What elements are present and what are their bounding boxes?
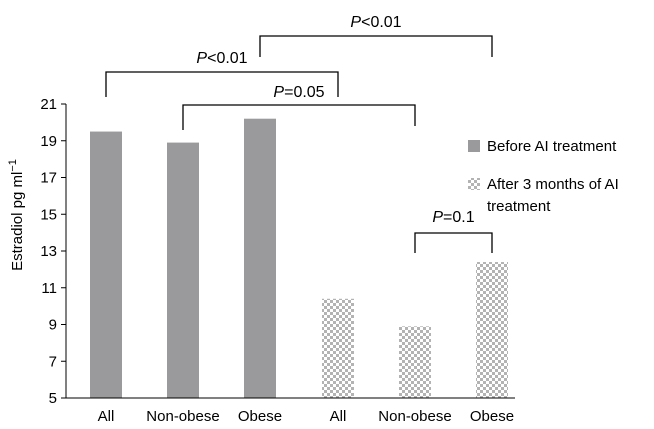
p-value-label: P=0.05 <box>273 84 324 101</box>
x-tick-label: Obese <box>238 408 282 425</box>
legend-label-before: Before AI treatment <box>487 138 617 155</box>
y-tick-label: 15 <box>40 206 57 223</box>
bar <box>322 298 354 398</box>
legend-swatch-before <box>468 140 480 152</box>
legend-swatch-after <box>468 178 480 190</box>
x-tick-label: Non-obese <box>146 408 219 425</box>
significance-bracket <box>105 71 339 97</box>
significance-bracket <box>414 232 493 253</box>
bar <box>244 118 276 398</box>
x-tick-label: Obese <box>470 408 514 425</box>
y-tick-label: 9 <box>49 317 57 334</box>
significance-bracket <box>182 104 416 130</box>
x-tick-label: All <box>98 408 115 425</box>
p-value-label: P=0.1 <box>432 209 474 226</box>
y-tick-label: 13 <box>40 243 57 260</box>
x-axis-ticks: All Non-obese Obese All Non-obese Obese <box>98 408 514 425</box>
y-tick-label: 5 <box>49 390 57 407</box>
significance-brackets: P<0.01 P<0.01 P=0.05 P=0.1 <box>105 14 493 253</box>
bar <box>90 131 122 398</box>
bar <box>476 262 508 398</box>
x-tick-label: Non-obese <box>378 408 451 425</box>
x-tick-label: All <box>330 408 347 425</box>
legend-label-after-line2: treatment <box>487 198 551 215</box>
y-tick-label: 19 <box>40 133 57 150</box>
legend-label-after-line1: After 3 months of AI <box>487 176 619 193</box>
bar <box>399 326 431 398</box>
y-tick-label: 21 <box>40 96 57 113</box>
bars-group <box>90 118 508 398</box>
y-axis-ticks: 5 7 9 11 13 15 17 19 21 <box>40 96 66 407</box>
significance-bracket <box>259 35 493 57</box>
y-tick-label: 7 <box>49 353 57 370</box>
y-axis-title: Estradiol pg ml−1 <box>7 159 26 271</box>
p-value-label: P<0.01 <box>196 50 247 67</box>
bar <box>167 142 199 398</box>
y-tick-label: 11 <box>41 280 57 297</box>
p-value-label: P<0.01 <box>350 14 401 31</box>
y-tick-label: 17 <box>40 170 57 187</box>
legend: Before AI treatment After 3 months of AI… <box>468 138 619 215</box>
